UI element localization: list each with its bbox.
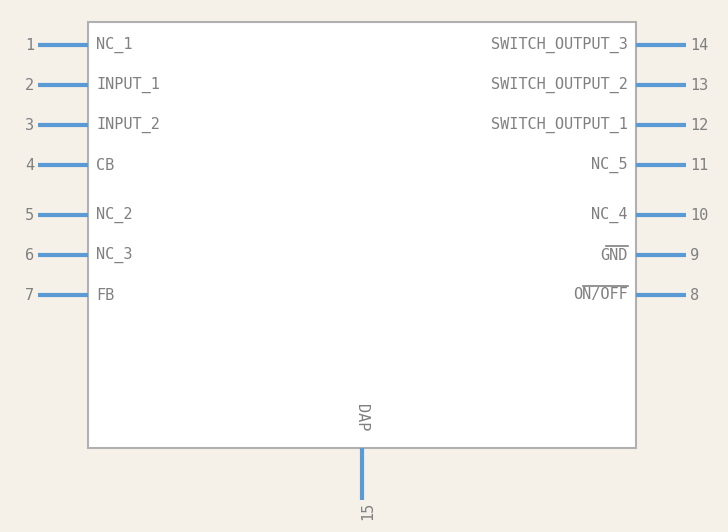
Text: 13: 13 (690, 78, 708, 93)
Text: NC_2: NC_2 (96, 207, 132, 223)
Text: SWITCH_OUTPUT_2: SWITCH_OUTPUT_2 (491, 77, 628, 93)
Text: 7: 7 (25, 287, 34, 303)
Text: 15: 15 (360, 502, 376, 520)
Text: INPUT_2: INPUT_2 (96, 117, 160, 133)
Text: ON/OFF: ON/OFF (573, 287, 628, 303)
Text: 14: 14 (690, 37, 708, 53)
Text: NC_3: NC_3 (96, 247, 132, 263)
Text: 11: 11 (690, 157, 708, 172)
Text: 3: 3 (25, 118, 34, 132)
Text: 8: 8 (690, 287, 699, 303)
Text: 9: 9 (690, 247, 699, 262)
Text: FB: FB (96, 287, 114, 303)
Text: NC_5: NC_5 (592, 157, 628, 173)
Text: INPUT_1: INPUT_1 (96, 77, 160, 93)
Text: 1: 1 (25, 37, 34, 53)
Bar (88, 22, 636, 448)
Text: GND: GND (601, 247, 628, 262)
Text: NC_4: NC_4 (592, 207, 628, 223)
Text: NC_1: NC_1 (96, 37, 132, 53)
Text: 5: 5 (25, 207, 34, 222)
Text: SWITCH_OUTPUT_3: SWITCH_OUTPUT_3 (491, 37, 628, 53)
Text: 6: 6 (25, 247, 34, 262)
Text: 2: 2 (25, 78, 34, 93)
Text: 10: 10 (690, 207, 708, 222)
Text: CB: CB (96, 157, 114, 172)
Text: 12: 12 (690, 118, 708, 132)
Text: 4: 4 (25, 157, 34, 172)
Text: SWITCH_OUTPUT_1: SWITCH_OUTPUT_1 (491, 117, 628, 133)
Text: DAP: DAP (355, 404, 370, 431)
